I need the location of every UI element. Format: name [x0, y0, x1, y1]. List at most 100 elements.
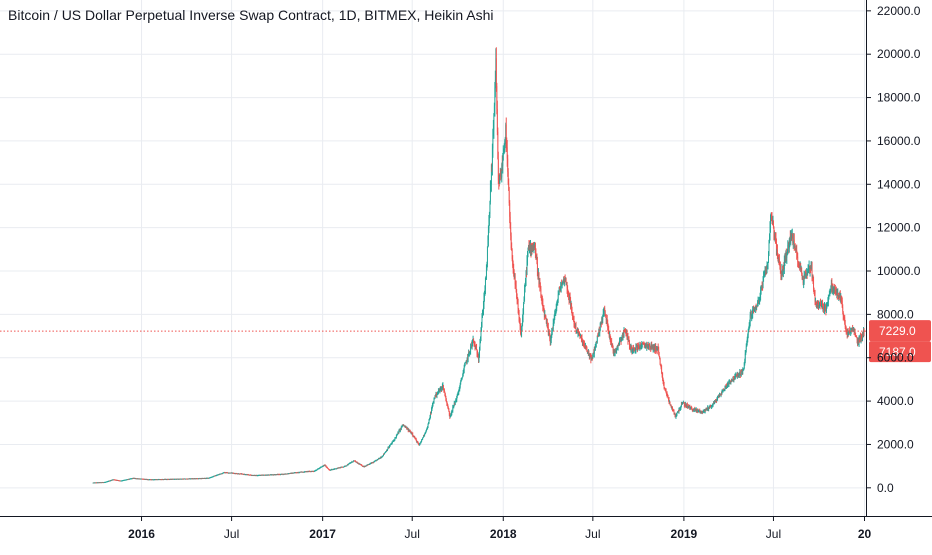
candle-body — [207, 477, 209, 479]
candle-body — [371, 462, 373, 464]
candle-body — [260, 474, 262, 476]
candle-body — [417, 442, 419, 444]
candle-body — [801, 270, 803, 274]
candle-body — [395, 435, 397, 438]
candle-body — [281, 473, 282, 475]
candle-body — [540, 288, 542, 298]
candle-body — [828, 295, 830, 300]
candle-body — [745, 346, 747, 351]
candle-body — [319, 467, 321, 469]
candle-body — [169, 479, 171, 481]
candle-body — [332, 469, 333, 471]
candle-body — [137, 478, 138, 480]
candle-body — [274, 474, 276, 476]
candle-body — [588, 352, 590, 354]
candle-body — [497, 131, 499, 160]
candle-body — [389, 445, 391, 447]
candle-body — [110, 479, 112, 481]
candle-body — [183, 478, 185, 480]
candle-body — [686, 404, 688, 408]
candle-body — [320, 467, 322, 469]
candle-body — [275, 474, 277, 476]
candle-body — [125, 479, 127, 481]
candle-body — [556, 304, 558, 309]
candle-body — [245, 474, 246, 476]
candle-body — [339, 467, 341, 469]
candle-body — [732, 376, 734, 380]
candle-body — [168, 479, 170, 481]
candle-body — [270, 474, 272, 476]
candle-body — [111, 479, 113, 481]
candle-body — [170, 478, 172, 480]
candle-body — [127, 479, 129, 481]
candle-body — [102, 482, 104, 484]
candle-body — [201, 478, 202, 480]
price-tag-label: 7187.0 — [879, 345, 916, 359]
candle-body — [148, 479, 150, 481]
candle-body — [286, 473, 287, 475]
candle — [814, 289, 816, 306]
candle-body — [294, 472, 295, 474]
candle-body — [296, 472, 297, 474]
candle-body — [92, 482, 94, 484]
candle-body — [163, 478, 165, 480]
candle-body — [132, 478, 134, 480]
candle-body — [375, 460, 376, 462]
candle-body — [251, 475, 253, 477]
candle-body — [157, 479, 159, 481]
candle-body — [242, 473, 243, 475]
candle-body — [192, 478, 193, 480]
candle-body — [316, 469, 318, 471]
candle-body — [299, 471, 301, 473]
candle-body — [179, 478, 181, 480]
candle-body — [313, 471, 315, 473]
candle-body — [112, 479, 114, 481]
candle-body — [385, 451, 387, 453]
candle-body — [345, 465, 347, 467]
candle-body — [252, 475, 254, 477]
candle-body — [210, 477, 212, 479]
candle — [422, 437, 424, 441]
candle-body — [185, 478, 186, 480]
candle-body — [787, 245, 789, 255]
candle-body — [527, 247, 529, 254]
y-tick-label: 0.0 — [877, 481, 894, 495]
candle-body — [490, 166, 492, 185]
candle-body — [159, 479, 161, 481]
candle-body — [107, 480, 109, 482]
candle-body — [557, 294, 559, 300]
candle-body — [161, 479, 163, 481]
candle-body — [497, 159, 499, 181]
candle-body — [178, 478, 180, 480]
candle-body — [132, 477, 134, 479]
candle-body — [162, 479, 164, 481]
candle-body — [174, 478, 176, 480]
grid-layer — [0, 0, 866, 516]
candle-body — [480, 331, 482, 337]
candle-body — [762, 281, 764, 288]
candle-body — [430, 413, 431, 417]
candle-body — [481, 317, 483, 326]
candle-body — [382, 456, 383, 458]
candle-body — [160, 479, 162, 481]
candle-body — [811, 266, 813, 277]
candle-body — [316, 469, 318, 471]
candle-body — [459, 383, 461, 387]
candle-body — [140, 478, 142, 480]
candle-body — [510, 228, 512, 236]
candle-body — [320, 466, 322, 468]
candle-body — [317, 468, 319, 470]
candle-body — [347, 464, 349, 466]
candle-body — [412, 433, 414, 436]
candle-body — [340, 467, 341, 469]
candle-body — [167, 479, 169, 481]
candle — [811, 261, 813, 282]
candle-body — [731, 379, 733, 381]
candle-body — [196, 478, 198, 480]
candle — [604, 305, 606, 311]
candle-body — [742, 370, 744, 372]
candle-body — [293, 472, 294, 474]
candle-body — [506, 147, 508, 159]
candle-body — [120, 480, 122, 482]
